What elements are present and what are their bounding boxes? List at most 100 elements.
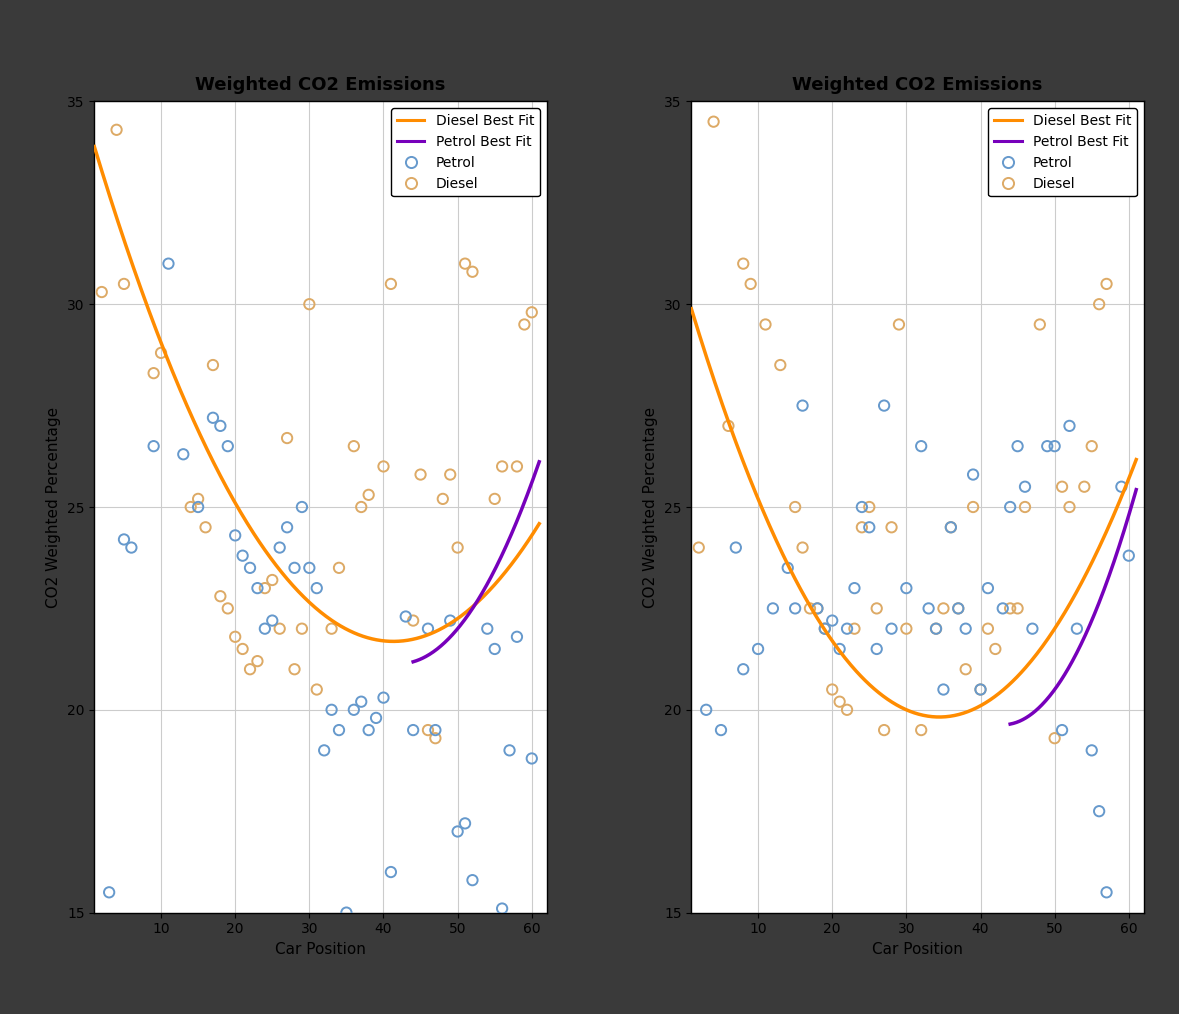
Point	[100, 884, 119, 900]
Y-axis label: CO2 Weighted Percentage: CO2 Weighted Percentage	[46, 407, 61, 607]
Point	[360, 722, 378, 738]
Point	[382, 276, 401, 292]
Point	[121, 539, 140, 556]
Point	[455, 256, 474, 272]
Point	[868, 600, 887, 617]
Point	[426, 730, 444, 746]
Point	[196, 519, 215, 535]
Point	[868, 641, 887, 657]
Point	[726, 539, 745, 556]
Point	[159, 256, 178, 272]
Point	[299, 560, 318, 576]
Title: Weighted CO2 Emissions: Weighted CO2 Emissions	[792, 76, 1042, 94]
Point	[434, 491, 453, 507]
Point	[1015, 499, 1034, 515]
Point	[374, 690, 393, 706]
Point	[1008, 438, 1027, 454]
Point	[189, 491, 208, 507]
Point	[189, 499, 208, 515]
Point	[963, 466, 982, 483]
Point	[801, 600, 819, 617]
Point	[837, 702, 856, 718]
Point	[403, 722, 422, 738]
Point	[742, 276, 760, 292]
Point	[114, 276, 133, 292]
Point	[1030, 316, 1049, 333]
Point	[182, 499, 200, 515]
Point	[114, 531, 133, 548]
Point	[956, 621, 975, 637]
Point	[204, 410, 223, 426]
Point	[419, 722, 437, 738]
Point	[793, 397, 812, 414]
Point	[1008, 600, 1027, 617]
Point	[793, 539, 812, 556]
Point	[859, 499, 878, 515]
Point	[322, 621, 341, 637]
Point	[837, 621, 856, 637]
Point	[92, 284, 111, 300]
Point	[1098, 276, 1117, 292]
Point	[455, 815, 474, 831]
Point	[979, 621, 997, 637]
Point	[845, 621, 864, 637]
Point	[285, 560, 304, 576]
Point	[107, 122, 126, 138]
Point	[411, 466, 430, 483]
Point	[330, 722, 349, 738]
Point	[1046, 438, 1065, 454]
Point	[1053, 722, 1072, 738]
Legend: Diesel Best Fit, Petrol Best Fit, Petrol, Diesel: Diesel Best Fit, Petrol Best Fit, Petrol…	[391, 108, 540, 197]
Point	[897, 580, 916, 596]
Point	[248, 653, 266, 669]
Point	[971, 681, 990, 698]
Point	[1060, 418, 1079, 434]
Point	[211, 418, 230, 434]
Point	[823, 681, 842, 698]
Point	[256, 621, 275, 637]
Point	[1067, 621, 1086, 637]
Point	[241, 560, 259, 576]
Point	[351, 499, 370, 515]
Point	[830, 694, 849, 710]
Point	[733, 256, 752, 272]
Point	[1023, 621, 1042, 637]
Point	[374, 458, 393, 475]
Point	[719, 418, 738, 434]
Point	[1046, 730, 1065, 746]
Point	[477, 621, 496, 637]
Point	[934, 600, 953, 617]
Point	[963, 499, 982, 515]
Point	[344, 438, 363, 454]
Point	[941, 519, 960, 535]
Point	[911, 722, 930, 738]
Point	[144, 365, 163, 381]
Point	[285, 661, 304, 677]
Point	[941, 519, 960, 535]
Point	[1075, 479, 1094, 495]
Point	[308, 580, 327, 596]
Point	[1112, 479, 1131, 495]
Point	[225, 629, 244, 645]
Point	[211, 588, 230, 604]
Point	[1001, 499, 1020, 515]
Point	[778, 560, 797, 576]
Point	[248, 580, 266, 596]
Point	[934, 681, 953, 698]
Point	[704, 114, 723, 130]
Point	[152, 345, 171, 361]
Point	[448, 539, 467, 556]
Point	[522, 750, 541, 767]
Point	[225, 527, 244, 544]
Point	[173, 446, 192, 462]
Point	[956, 661, 975, 677]
Point	[263, 612, 282, 629]
Point	[292, 621, 311, 637]
Point	[733, 661, 752, 677]
Point	[322, 702, 341, 718]
Point	[493, 900, 512, 917]
Point	[889, 316, 908, 333]
Point	[299, 296, 318, 312]
Point	[1098, 884, 1117, 900]
Title: Weighted CO2 Emissions: Weighted CO2 Emissions	[196, 76, 446, 94]
